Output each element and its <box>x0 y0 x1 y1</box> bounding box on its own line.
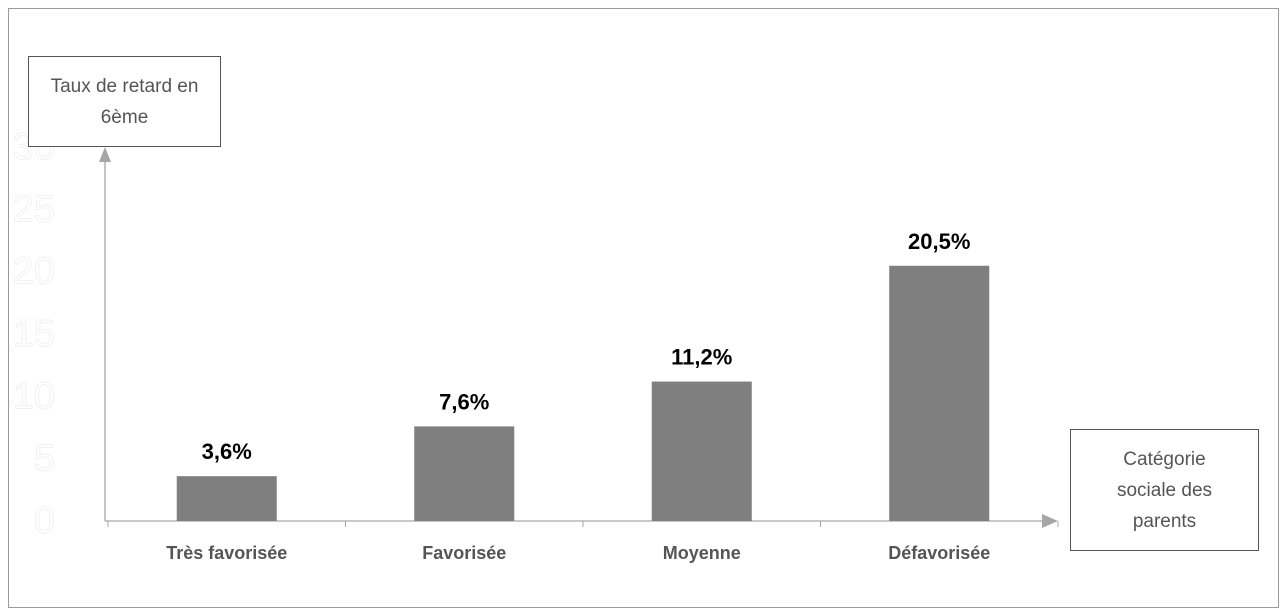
y-tick-label: 25 <box>13 188 55 230</box>
value-label: 7,6% <box>439 389 489 414</box>
category-label: Moyenne <box>663 543 741 563</box>
y-tick-label: 15 <box>13 313 55 355</box>
y-axis-label: Taux de retard en 6ème <box>28 56 221 147</box>
bar <box>176 476 277 521</box>
y-axis-arrow <box>99 147 111 162</box>
value-label: 11,2% <box>671 345 732 370</box>
value-label: 3,6% <box>202 439 252 464</box>
category-labels: Très favorisée Favorisée Moyenne Défavorisé… <box>166 543 990 563</box>
value-labels: 3,6% 7,6% 11,2% 20,5% <box>202 229 971 464</box>
bar <box>889 265 990 521</box>
y-tick-label: 0 <box>34 500 55 542</box>
value-label: 20,5% <box>908 229 970 254</box>
y-tick-label: 20 <box>13 251 55 293</box>
bars <box>176 265 990 521</box>
x-axis-arrow <box>1042 514 1058 528</box>
category-label: Très favorisée <box>166 543 287 563</box>
y-tick-label: 5 <box>34 438 55 480</box>
y-tick-label: 10 <box>13 375 55 417</box>
category-label: Favorisée <box>422 543 506 563</box>
bar <box>414 426 515 521</box>
category-label: Défavorisée <box>888 543 990 563</box>
bar <box>651 381 752 521</box>
x-axis-label: Catégorie sociale des parents <box>1070 429 1259 551</box>
